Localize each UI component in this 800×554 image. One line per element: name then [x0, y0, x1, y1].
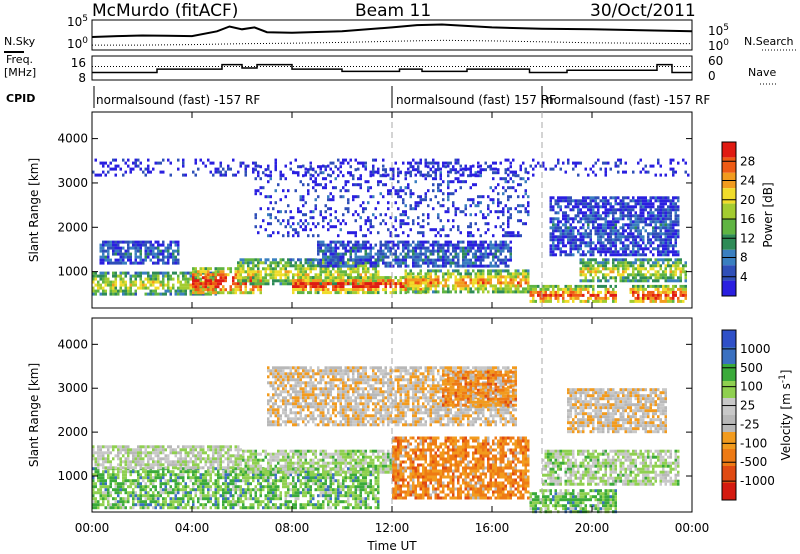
velocity-colorbar-swatch — [722, 364, 736, 381]
velocity-colorbar-swatch — [722, 449, 736, 466]
velocity-colorbar-tick-label: -500 — [740, 455, 767, 469]
nave-label: Nave — [748, 66, 776, 79]
time-tick-label: 04:00 — [175, 521, 210, 535]
velocity-colorbar-swatch — [722, 330, 736, 347]
power-colorbar-swatch — [722, 280, 736, 296]
power-y-tick-label: 4000 — [57, 132, 88, 146]
velocity-colorbar-tick-label: -25 — [740, 417, 760, 431]
time-tick-label: 20:00 — [575, 521, 610, 535]
date-label: 30/Oct/2011 — [590, 1, 696, 21]
power-colorbar-swatch — [722, 188, 736, 204]
noise-tick-high-left: 105 — [67, 14, 88, 29]
nsearch-series-line — [92, 39, 693, 46]
velocity-colorbar-swatch — [722, 347, 736, 364]
power-colorbar-tick-label: 28 — [740, 154, 755, 168]
power-colorbar-label: Power [dB] — [761, 182, 775, 247]
power-colorbar-tick-label: 4 — [740, 270, 748, 284]
velocity-colorbar-swatch — [722, 432, 736, 449]
time-tick-label: 00:00 — [75, 521, 110, 535]
freq-tick-low: 8 — [78, 71, 86, 85]
nsky-label: N.Sky — [4, 35, 36, 48]
power-colorbar-tick-label: 20 — [740, 193, 755, 207]
cpid-segment-text: normalsound (fast) 157 RF — [396, 93, 556, 107]
freq-tick-high: 16 — [71, 56, 86, 70]
time-tick-label: 16:00 — [475, 521, 510, 535]
power-colorbar-swatch — [722, 203, 736, 219]
power-colorbar-swatch — [722, 157, 736, 173]
power-colorbar-tick-label: 24 — [740, 174, 755, 188]
velocity-colorbar-swatch — [722, 483, 736, 500]
velocity-colorbar-label: Velocity [m s-1] — [778, 370, 793, 461]
power-colorbar-tick-label: 12 — [740, 231, 755, 245]
power-colorbar-swatch — [722, 219, 736, 235]
cpid-label: CPID — [6, 92, 35, 105]
velocity-colorbar-swatch — [722, 415, 736, 432]
velocity-colorbar-tick-label: 25 — [740, 399, 755, 413]
velocity-y-axis-label: Slant Range [km] — [27, 363, 41, 467]
noise-tick-low-right: 100 — [708, 38, 729, 53]
velocity-y-tick-label: 3000 — [57, 381, 88, 395]
velocity-colorbar-swatch — [722, 381, 736, 398]
power-colorbar-tick-label: 16 — [740, 212, 755, 226]
power-colorbar-tick-label: 8 — [740, 251, 748, 265]
noise-tick-high-right: 105 — [708, 23, 729, 38]
time-tick-label: 00:00 — [675, 521, 710, 535]
freq-label-line2: [MHz] — [4, 66, 36, 79]
nsearch-label: N.Search — [744, 35, 794, 48]
velocity-colorbar-tick-label: 100 — [740, 380, 763, 394]
velocity-colorbar-frame — [721, 329, 737, 501]
time-tick-label: 12:00 — [375, 521, 410, 535]
nsky-series-line — [91, 23, 693, 38]
power-data-cells — [92, 158, 690, 303]
chart-title: McMurdo (fitACF) — [92, 1, 239, 21]
velocity-colorbar-swatch — [722, 398, 736, 415]
velocity-colorbar-swatch — [722, 466, 736, 483]
velocity-colorbar-tick-label: 500 — [740, 361, 763, 375]
nave-tick-high: 60 — [708, 54, 723, 68]
power-colorbar-swatch — [722, 234, 736, 250]
frequency-panel-frame — [91, 55, 693, 81]
power-y-tick-label: 3000 — [57, 176, 88, 190]
power-y-axis-label: Slant Range [km] — [27, 158, 41, 262]
noise-tick-low-left: 100 — [67, 36, 88, 51]
x-axis-title: Time UT — [366, 539, 417, 553]
beam-label: Beam 11 — [355, 1, 432, 21]
frequency-series-line — [92, 63, 692, 74]
cpid-segment-text: normalsound (fast) -157 RF — [96, 93, 260, 107]
velocity-colorbar-tick-label: -1000 — [740, 474, 775, 488]
cpid-segment-text: normalsound (fast) -157 RF — [546, 93, 710, 107]
velocity-colorbar-tick-label: -100 — [740, 436, 767, 450]
velocity-y-tick-label: 2000 — [57, 425, 88, 439]
power-y-tick-label: 1000 — [57, 265, 88, 279]
velocity-colorbar-tick-label: 1000 — [740, 342, 771, 356]
noise-panel-frame — [91, 19, 693, 51]
nave-tick-low: 0 — [708, 69, 716, 83]
velocity-data-cells — [92, 366, 680, 514]
time-tick-label: 08:00 — [275, 521, 310, 535]
power-colorbar-swatch — [722, 265, 736, 281]
velocity-y-tick-label: 4000 — [57, 337, 88, 351]
freq-label-line1: Freq. — [6, 53, 33, 66]
velocity-y-tick-label: 1000 — [57, 469, 88, 483]
power-colorbar-swatch — [722, 142, 736, 158]
power-y-tick-label: 2000 — [57, 220, 88, 234]
